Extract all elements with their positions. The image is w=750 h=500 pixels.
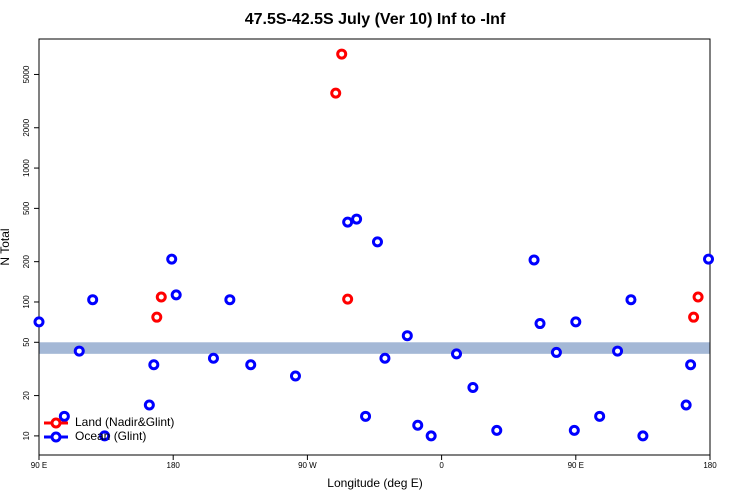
marker: [692, 291, 704, 303]
marker: [330, 87, 342, 99]
marker: [148, 359, 160, 371]
y-tick-label: 100: [22, 295, 31, 309]
y-tick-label: 2000: [22, 118, 31, 136]
marker: [224, 294, 236, 306]
marker: [467, 381, 479, 393]
marker: [289, 370, 301, 382]
marker: [570, 316, 582, 328]
marker: [379, 352, 391, 364]
chart-title: 47.5S-42.5S July (Ver 10) Inf to -Inf: [245, 11, 506, 28]
marker: [534, 318, 546, 330]
marker: [351, 213, 363, 225]
marker: [550, 346, 562, 358]
marker: [594, 410, 606, 422]
marker: [568, 424, 580, 436]
marker: [166, 253, 178, 265]
y-tick-label: 5000: [22, 65, 31, 83]
marker: [703, 253, 715, 265]
y-tick-label: 50: [22, 337, 31, 346]
legend-label: Ocean (Glint): [75, 429, 146, 443]
marker: [425, 430, 437, 442]
marker: [688, 311, 700, 323]
legend-marker: [50, 417, 62, 429]
marker: [33, 316, 45, 328]
marker: [336, 48, 348, 60]
x-tick-label: 90 W: [298, 461, 317, 470]
marker: [491, 424, 503, 436]
marker: [637, 430, 649, 442]
marker: [360, 410, 372, 422]
marker: [342, 216, 354, 228]
x-axis-label: Longitude (deg E): [327, 476, 422, 490]
legend-label: Land (Nadir&Glint): [75, 415, 174, 429]
x-tick-label: 180: [703, 461, 717, 470]
marker: [528, 254, 540, 266]
legend-marker: [50, 431, 62, 443]
x-tick-label: 0: [439, 461, 444, 470]
marker: [680, 399, 692, 411]
marker: [371, 236, 383, 248]
marker: [207, 352, 219, 364]
x-tick-label: 90 E: [568, 461, 584, 470]
y-tick-label: 200: [22, 254, 31, 268]
marker: [625, 294, 637, 306]
y-axis-label: N Total: [0, 228, 12, 265]
marker: [73, 345, 85, 357]
marker: [401, 330, 413, 342]
marker: [170, 289, 182, 301]
marker: [155, 291, 167, 303]
marker: [87, 294, 99, 306]
marker: [342, 293, 354, 305]
marker: [412, 419, 424, 431]
marker: [451, 348, 463, 360]
y-tick-label: 1000: [22, 159, 31, 177]
marker: [143, 399, 155, 411]
x-tick-label: 180: [167, 461, 181, 470]
x-tick-label: 90 E: [31, 461, 47, 470]
plot-frame: [38, 38, 711, 456]
y-tick-label: 20: [22, 391, 31, 400]
marker: [151, 311, 163, 323]
y-tick-label: 500: [22, 201, 31, 215]
shaded-band: [39, 342, 710, 354]
marker: [685, 359, 697, 371]
marker: [245, 359, 257, 371]
marker: [612, 345, 624, 357]
marker: [99, 430, 111, 442]
y-tick-label: 10: [22, 431, 31, 440]
marker: [58, 410, 70, 422]
